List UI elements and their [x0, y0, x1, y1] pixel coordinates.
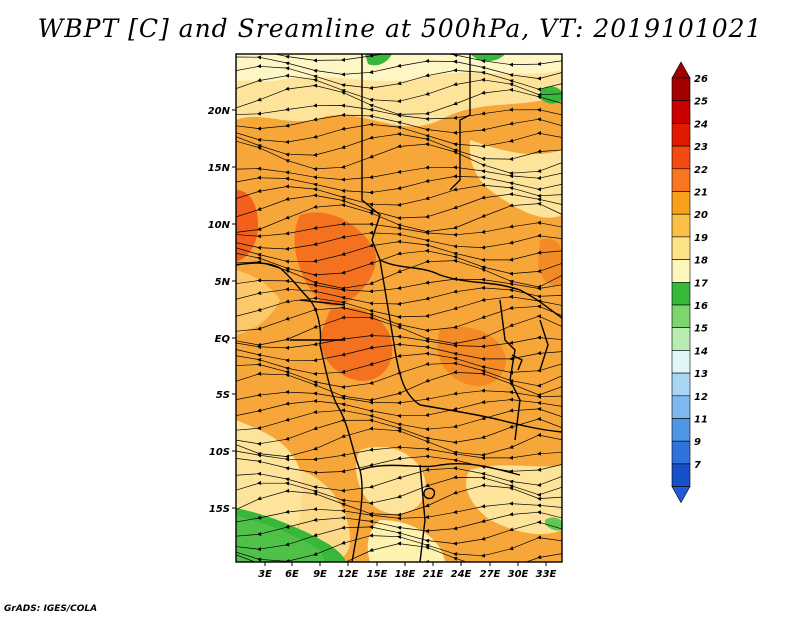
colorbar-label: 16 [694, 301, 708, 312]
colorbar-swatch [671, 440, 691, 465]
colorbar-label: 11 [694, 415, 708, 426]
lat-label: 5S [216, 390, 230, 401]
streamlines [236, 54, 562, 562]
colorbar-swatch [671, 372, 691, 397]
colorbar-swatch [671, 281, 691, 306]
colorbar-label: 7 [694, 460, 701, 471]
colorbar-swatch [671, 191, 691, 215]
colorbar-label: 13 [694, 369, 708, 380]
colorbar-swatch [671, 418, 691, 442]
colorbar-swatch [671, 77, 691, 102]
borders [236, 54, 562, 562]
colorbar-label: 17 [694, 278, 708, 289]
lat-label: 15S [209, 504, 230, 515]
colorbar-top-arrow [671, 61, 691, 79]
colorbar-label: 15 [694, 324, 708, 335]
colorbar-label: 21 [694, 188, 708, 199]
colorbar-label: 18 [694, 256, 708, 267]
colorbar-swatch [671, 123, 691, 147]
lon-label: 21E [423, 569, 444, 580]
colorbar-label: 14 [694, 346, 708, 357]
map-frame [235, 53, 563, 563]
colorbar-swatch [671, 213, 691, 238]
lon-label: 9E [313, 569, 327, 580]
lat-label: 5N [215, 277, 231, 288]
colorbar-swatch [671, 100, 691, 124]
colorbar-label: 26 [694, 74, 708, 85]
streamline [236, 541, 562, 562]
colorbar-label: 22 [694, 165, 708, 176]
lat-label: 20N [208, 106, 231, 117]
lat-label: EQ [215, 334, 231, 345]
colorbar-swatch [671, 463, 691, 487]
lon-axis: 3E 6E 9E 12E 15E 18E 21E 24E 27E 30E 33E [258, 562, 557, 580]
colorbar-label: 19 [694, 233, 708, 244]
colorbar-label: 24 [694, 119, 708, 130]
lon-label: 30E [508, 569, 529, 580]
lon-label: 24E [451, 569, 472, 580]
colorbar-label: 25 [694, 97, 708, 108]
colorbar-label: 9 [694, 437, 701, 448]
lon-label: 18E [395, 569, 416, 580]
lon-label: 33E [536, 569, 557, 580]
lon-label: 12E [338, 569, 359, 580]
colorbar-swatch [671, 259, 691, 283]
colorbar-swatch [671, 327, 691, 351]
colorbar-swatch [671, 395, 691, 419]
colorbar-bottom-arrow [671, 486, 691, 504]
colorbar-label: 20 [694, 210, 708, 221]
lon-label: 6E [285, 569, 299, 580]
chart-title: WBPT [C] and Sreamline at 500hPa, VT: 20… [37, 14, 763, 43]
lat-label: 10N [208, 220, 231, 231]
colorbar-swatch [671, 168, 691, 192]
lat-axis: 20N 15N 10N 5N EQ 5S 10S 15S [208, 106, 236, 515]
lat-label: 10S [209, 447, 230, 458]
grads-credit: GrADS: IGES/COLA [4, 604, 98, 614]
lon-label: 27E [480, 569, 501, 580]
colorbar-swatch [671, 236, 691, 260]
colorbar-swatch [671, 145, 691, 170]
lon-label: 3E [258, 569, 272, 580]
colorbar: 26 25 24 23 22 21 20 19 18 17 16 15 14 13 12 11 9 7 [671, 61, 708, 504]
colorbar-label: 12 [694, 392, 708, 403]
colorbar-label: 23 [694, 142, 708, 153]
lon-label: 15E [367, 569, 388, 580]
lat-label: 15N [208, 163, 231, 174]
colorbar-swatch [671, 304, 691, 329]
colorbar-swatch [671, 350, 691, 374]
